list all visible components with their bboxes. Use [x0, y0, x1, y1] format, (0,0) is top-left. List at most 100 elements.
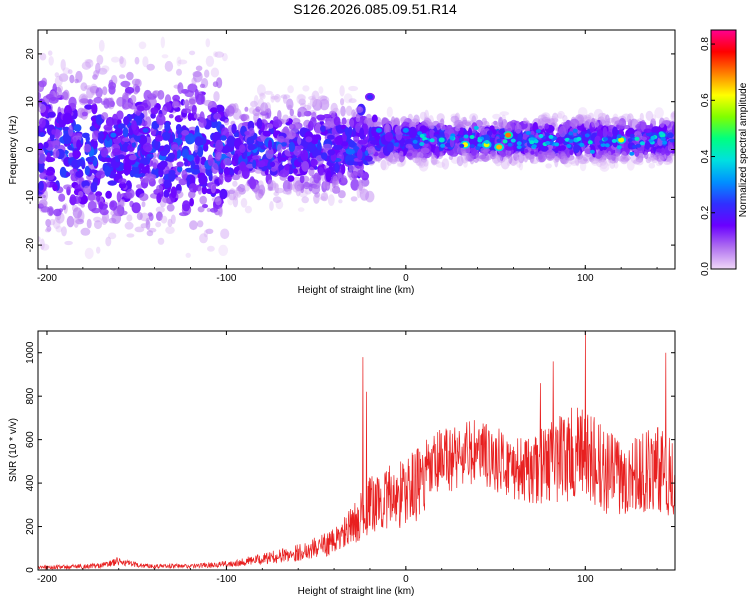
spectrogram-cell [338, 190, 346, 199]
spectrogram-cell [604, 114, 610, 127]
spectrogram-cell [75, 218, 84, 225]
spectrogram-cell [233, 132, 240, 138]
spectrogram-cell [53, 208, 62, 217]
spectrogram-cell [139, 193, 149, 202]
spectrogram-cell [72, 207, 83, 219]
spectrogram-cell [97, 132, 105, 140]
spectrogram-cell [59, 166, 67, 178]
spectrogram-cell [253, 187, 259, 194]
spectrogram-cell [161, 131, 171, 141]
spectrogram-cell [210, 107, 218, 114]
spectrogram-cell [270, 95, 279, 100]
spectrogram-cell [656, 161, 663, 167]
spectrogram-cell [117, 123, 126, 129]
spectrogram-cell [134, 85, 141, 93]
spectrogram-cell [351, 171, 358, 180]
x-tick-label: -200 [37, 273, 57, 284]
spectrogram-cell [310, 159, 318, 167]
spectrogram-cell [287, 175, 295, 182]
y-tick-label: 10 [25, 96, 36, 108]
spectrogram-hot-spot [568, 139, 574, 144]
spectrogram-cell [159, 150, 168, 157]
spectrogram-cell [111, 213, 122, 224]
spectrogram-cells [38, 36, 675, 260]
spectrogram-cell [259, 93, 266, 100]
spectrogram-cell [318, 86, 324, 94]
spectrogram-cell [146, 97, 157, 107]
spectrogram-cell [223, 166, 230, 176]
spectrogram-cell [309, 116, 317, 128]
spectrogram-cell [145, 164, 150, 172]
spectrogram-cell [213, 51, 218, 58]
spectrogram-cell [231, 123, 237, 135]
spectrogram-cell [522, 117, 528, 125]
spectrogram-cell [567, 157, 577, 165]
spectrogram-cell [197, 206, 205, 213]
spectrogram-cell [199, 195, 207, 205]
spectrogram-cell [646, 153, 656, 162]
spectrogram-cell [421, 147, 430, 154]
spectrogram-hot-spot [603, 137, 608, 142]
spectrogram-hot-spot [449, 136, 455, 140]
spectrogram-cell [156, 192, 162, 204]
spectrogram-cell [205, 55, 215, 67]
spectrogram-cell [612, 126, 618, 137]
spectrogram-cell [279, 169, 290, 178]
spectrogram-cell [129, 170, 135, 178]
spectrogram-cell [238, 187, 246, 195]
spectrogram-cell [287, 180, 293, 192]
spectrogram-cell [119, 56, 124, 65]
spectrogram-cell [84, 165, 90, 176]
spectrogram-cell [133, 173, 142, 178]
spectrogram-cell [644, 151, 649, 160]
spectrogram-cell [500, 158, 510, 170]
spectrogram-cell [209, 207, 218, 213]
spectrogram-cell [320, 192, 329, 202]
spectrogram-cell [655, 155, 664, 162]
spectrogram-cell [150, 107, 159, 115]
spectrogram-cell [38, 117, 46, 128]
spectrogram-cell [122, 127, 129, 138]
spectrogram-cell [111, 56, 120, 63]
spectrogram-hot-spot [419, 134, 425, 138]
spectrogram-cell [365, 113, 373, 126]
spectrogram-hot-spot [516, 141, 522, 146]
spectrogram-cell [297, 136, 302, 145]
spectrogram-cell [167, 218, 173, 227]
spectrogram-cell [340, 98, 345, 106]
spectrogram-hot-spot [429, 138, 435, 143]
spectrogram-cell [385, 122, 390, 134]
snr-plot: -200 -100 0 100 0 200 400 600 800 1000 Height of… [8, 330, 676, 597]
spectrogram-cell [188, 183, 198, 193]
spectrogram-cell [138, 163, 145, 170]
spectrogram-cell [96, 194, 101, 203]
spectrogram-cell [573, 144, 580, 154]
spectrogram-cell [215, 139, 224, 152]
spectrogram-hot-spot [473, 125, 479, 130]
spectrogram-cell [651, 126, 661, 135]
spectrogram-cell [194, 136, 203, 147]
spectrogram-cell [177, 59, 188, 65]
spectrogram-cell [168, 169, 176, 175]
spectrogram-cell [175, 176, 182, 181]
spectrogram-cell [172, 94, 181, 102]
spectrogram-cell [220, 135, 227, 141]
spectrogram-cell [350, 178, 360, 191]
spectrogram-y-ticks: -20 -10 0 10 20 [25, 48, 675, 252]
spectrogram-cell [101, 100, 107, 105]
spectrogram-cell [126, 233, 135, 238]
spectrogram-cell [140, 223, 149, 229]
snr-y-ticks: 0 200 400 600 800 1000 [25, 341, 675, 573]
spectrogram-cell [62, 126, 69, 131]
spectrogram-cell [312, 99, 323, 111]
snr-x-ticks: -200 -100 0 100 [37, 331, 658, 585]
spectrogram-cell [268, 139, 273, 151]
spectrogram-hot-spot-core [438, 137, 445, 143]
spectrogram-cell [93, 70, 100, 78]
spectrogram-cell [43, 141, 49, 149]
spectrogram-cell [55, 225, 63, 233]
spectrogram-cell [321, 152, 328, 160]
spectrogram-cell [244, 131, 250, 136]
